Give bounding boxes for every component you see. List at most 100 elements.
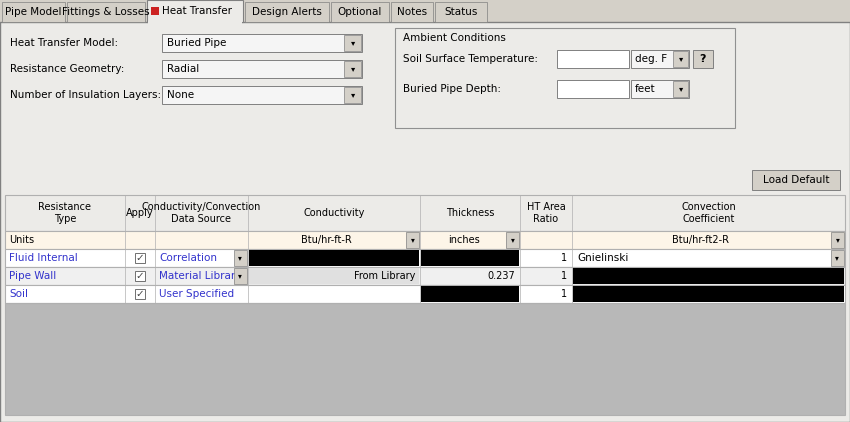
- Bar: [5, 285, 845, 303]
- Bar: [5, 249, 845, 267]
- Bar: [831, 232, 844, 248]
- Text: feet: feet: [635, 84, 655, 94]
- Text: Status: Status: [445, 7, 478, 17]
- Text: Fittings & Losses: Fittings & Losses: [62, 7, 150, 17]
- Text: Resistance Geometry:: Resistance Geometry:: [10, 64, 124, 74]
- Bar: [147, 0, 243, 22]
- Bar: [421, 250, 519, 266]
- Bar: [831, 250, 844, 266]
- Bar: [573, 268, 844, 284]
- Bar: [5, 303, 845, 415]
- Text: Ambient Conditions: Ambient Conditions: [403, 33, 506, 43]
- Text: Resistance
Type: Resistance Type: [38, 202, 92, 224]
- Bar: [331, 2, 389, 22]
- Text: Pipe Wall: Pipe Wall: [9, 271, 56, 281]
- Text: Btu/hr-ft2-R: Btu/hr-ft2-R: [672, 235, 729, 245]
- Bar: [573, 286, 844, 302]
- Bar: [395, 28, 735, 128]
- Bar: [631, 50, 689, 68]
- Text: ▾: ▾: [411, 235, 415, 244]
- Bar: [249, 268, 419, 284]
- Bar: [344, 87, 361, 103]
- Text: Thickness: Thickness: [445, 208, 494, 218]
- Text: 1: 1: [561, 253, 567, 263]
- Text: inches: inches: [448, 235, 480, 245]
- Bar: [162, 60, 362, 78]
- Text: From Library: From Library: [354, 271, 415, 281]
- Text: Conductivity: Conductivity: [303, 208, 365, 218]
- Text: Units: Units: [9, 235, 34, 245]
- Bar: [752, 170, 840, 190]
- Text: ▾: ▾: [679, 54, 683, 63]
- Text: 0.237: 0.237: [487, 271, 515, 281]
- Bar: [435, 2, 487, 22]
- Text: ▾: ▾: [836, 235, 840, 244]
- Text: Design Alerts: Design Alerts: [252, 7, 322, 17]
- Bar: [344, 61, 361, 77]
- Text: Buried Pipe: Buried Pipe: [167, 38, 226, 48]
- Bar: [5, 267, 845, 285]
- Bar: [673, 51, 688, 67]
- Text: 1: 1: [561, 289, 567, 299]
- Bar: [693, 50, 713, 68]
- Bar: [391, 2, 433, 22]
- Bar: [557, 50, 629, 68]
- Text: Optional: Optional: [337, 7, 382, 17]
- Text: 1: 1: [561, 271, 567, 281]
- Text: Fluid Internal: Fluid Internal: [9, 253, 77, 263]
- Bar: [67, 2, 145, 22]
- Bar: [421, 286, 519, 302]
- Text: Heat Transfer Model:: Heat Transfer Model:: [10, 38, 118, 48]
- Bar: [234, 250, 247, 266]
- Bar: [148, 21, 242, 24]
- Text: ▾: ▾: [835, 254, 839, 262]
- Text: Buried Pipe Depth:: Buried Pipe Depth:: [403, 84, 501, 94]
- Bar: [135, 271, 145, 281]
- Text: HT Area
Ratio: HT Area Ratio: [527, 202, 565, 224]
- Text: ▾: ▾: [351, 90, 355, 100]
- Bar: [5, 231, 845, 249]
- Text: Heat Transfer: Heat Transfer: [162, 6, 232, 16]
- Text: Gnielinski: Gnielinski: [577, 253, 628, 263]
- Text: Load Default: Load Default: [762, 175, 830, 185]
- Bar: [631, 80, 689, 98]
- Text: Correlation: Correlation: [159, 253, 217, 263]
- Bar: [234, 268, 247, 284]
- Text: Convection
Coefficient: Convection Coefficient: [681, 202, 736, 224]
- Text: ▾: ▾: [238, 254, 242, 262]
- Text: Btu/hr-ft-R: Btu/hr-ft-R: [301, 235, 351, 245]
- Text: None: None: [167, 90, 194, 100]
- Text: User Specified: User Specified: [159, 289, 234, 299]
- Text: ✓: ✓: [136, 271, 144, 281]
- Text: ▾: ▾: [351, 65, 355, 73]
- Text: Radial: Radial: [167, 64, 199, 74]
- Text: ?: ?: [700, 54, 706, 64]
- Bar: [135, 253, 145, 263]
- Bar: [673, 81, 688, 97]
- Text: Apply: Apply: [126, 208, 154, 218]
- Text: Notes: Notes: [397, 7, 427, 17]
- Bar: [245, 2, 329, 22]
- Text: ▾: ▾: [511, 235, 515, 244]
- Text: ▾: ▾: [238, 271, 242, 281]
- Bar: [162, 34, 362, 52]
- Text: ✓: ✓: [136, 253, 144, 263]
- Bar: [506, 232, 519, 248]
- Bar: [344, 35, 361, 51]
- Bar: [0, 0, 850, 23]
- Bar: [162, 86, 362, 104]
- Text: Material Library: Material Library: [159, 271, 241, 281]
- Bar: [557, 80, 629, 98]
- Bar: [2, 2, 65, 22]
- Bar: [5, 303, 845, 415]
- Text: ▾: ▾: [679, 84, 683, 94]
- Text: ▾: ▾: [351, 38, 355, 48]
- Text: Number of Insulation Layers:: Number of Insulation Layers:: [10, 90, 161, 100]
- Bar: [135, 289, 145, 299]
- Text: Soil: Soil: [9, 289, 28, 299]
- Text: Soil Surface Temperature:: Soil Surface Temperature:: [403, 54, 538, 64]
- Text: deg. F: deg. F: [635, 54, 667, 64]
- Bar: [249, 250, 419, 266]
- Bar: [5, 195, 845, 231]
- Text: Conductivity/Convection
Data Source: Conductivity/Convection Data Source: [142, 202, 261, 224]
